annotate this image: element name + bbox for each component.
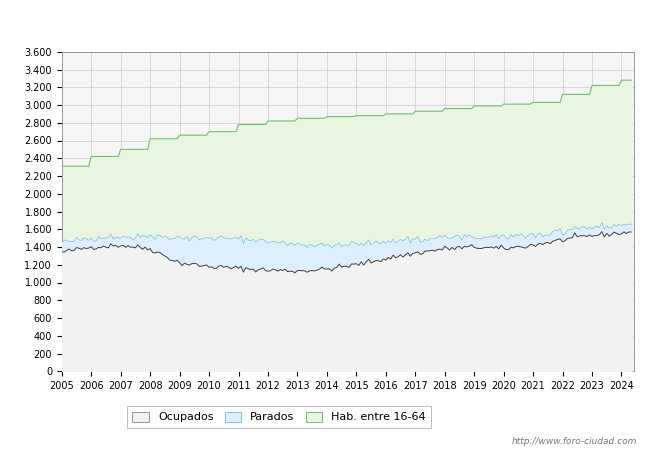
Text: http://www.foro-ciudad.com: http://www.foro-ciudad.com	[512, 436, 637, 446]
Text: Bescanó - Evolucion de la poblacion en edad de Trabajar Mayo de 2024: Bescanó - Evolucion de la poblacion en e…	[87, 17, 563, 30]
Legend: Ocupados, Parados, Hab. entre 16-64: Ocupados, Parados, Hab. entre 16-64	[127, 406, 432, 428]
